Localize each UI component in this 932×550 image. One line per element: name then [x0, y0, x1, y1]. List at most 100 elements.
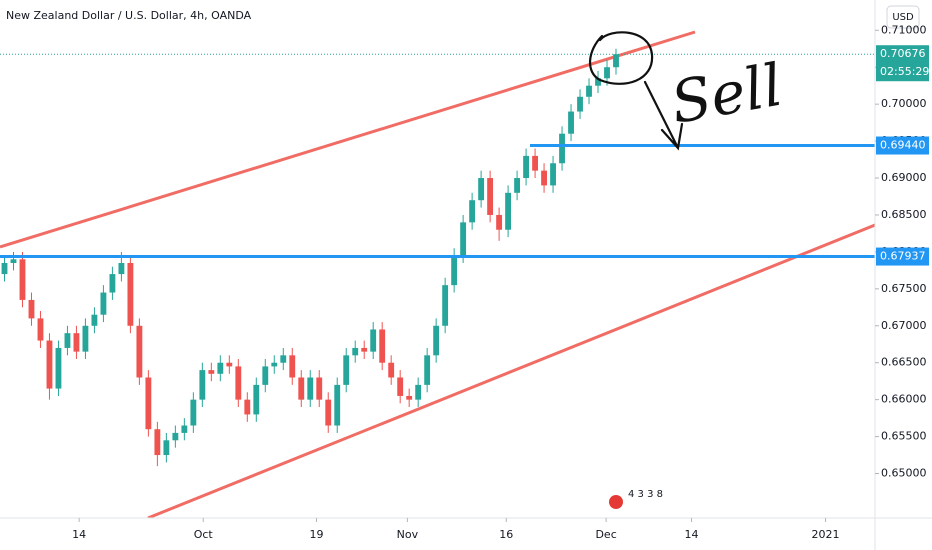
y-tick-label: 0.65500 [881, 430, 927, 443]
candle-body [217, 362, 224, 374]
candle-body [154, 429, 161, 456]
x-tick-label: 14 [685, 528, 699, 541]
candle-body [334, 384, 341, 426]
y-tick-label: 0.69000 [881, 171, 927, 184]
candle-body [118, 262, 125, 275]
x-tick-label: 2021 [812, 528, 840, 541]
candle-body [46, 340, 53, 389]
candle-body [271, 362, 278, 367]
candle-body [442, 285, 449, 326]
candle-body [307, 377, 314, 400]
candle-body [235, 366, 242, 400]
candle-body [388, 362, 395, 378]
candle-body [415, 384, 422, 400]
y-tick-label: 0.66500 [881, 356, 927, 369]
price-box-label: 0.67937 [880, 250, 926, 263]
candle-body [1, 262, 8, 275]
price-box-label: 0.69440 [880, 139, 926, 152]
candle-body [523, 155, 530, 179]
countdown-label: 02:55:29 [880, 65, 929, 78]
candle-body [253, 384, 260, 415]
y-tick-label: 0.65000 [881, 467, 927, 480]
y-tick-label: 0.68500 [881, 208, 927, 221]
candle-body [532, 155, 538, 171]
candle-body [379, 329, 386, 363]
candle-body [316, 377, 323, 400]
candle-body [460, 222, 467, 256]
candle-body [613, 54, 619, 68]
drawing [589, 31, 684, 151]
last-price-box [876, 45, 929, 82]
candle-body [298, 377, 305, 400]
candle-body [262, 366, 269, 385]
circle-drawing [589, 31, 654, 85]
candle-body [181, 425, 188, 433]
price-box [876, 247, 929, 266]
x-tick-label: 16 [499, 528, 513, 541]
candle-body [514, 178, 521, 193]
candle-body [451, 255, 458, 286]
candle-body [370, 329, 377, 352]
y-tick-label: 0.66000 [881, 393, 927, 406]
candle-body [325, 399, 332, 426]
arrow-drawing [643, 80, 684, 151]
candle-body [91, 314, 98, 326]
y-tick-label: 0.67000 [881, 319, 927, 332]
candle-body [163, 440, 170, 456]
candle-body [361, 347, 368, 352]
candle-body [406, 395, 413, 400]
candle-body [478, 178, 485, 201]
x-tick-label: Dec [595, 528, 616, 541]
candle-body [505, 192, 512, 230]
candle-body [496, 214, 503, 230]
candle-body [208, 370, 215, 374]
candle-body [559, 133, 565, 164]
candle-body [352, 347, 359, 356]
candle-body [595, 78, 601, 86]
candle-body [541, 170, 547, 186]
channel-upper [0, 30, 696, 249]
candle-body [55, 347, 62, 389]
candle-body [433, 325, 440, 356]
candle-body [28, 299, 35, 319]
candle-body [469, 200, 476, 223]
plot-area [0, 30, 875, 518]
candle-body [244, 399, 251, 415]
candle-body [190, 399, 197, 426]
candle-body [19, 259, 26, 300]
candle-body [226, 362, 233, 367]
candle-body [109, 274, 116, 293]
candle-body [487, 178, 494, 215]
currency-button[interactable] [886, 5, 920, 29]
candle-body [343, 355, 350, 385]
chart-title: New Zealand Dollar / U.S. Dollar, 4h, OA… [6, 9, 252, 22]
x-tick-label: 19 [310, 528, 324, 541]
price-box [876, 136, 929, 155]
candle-body [199, 370, 206, 400]
candle-body [577, 96, 583, 112]
candle-body [604, 67, 610, 79]
y-tick-label: 0.71000 [881, 23, 927, 36]
candle-body [64, 333, 71, 348]
candle-body [82, 325, 89, 352]
candle-body [289, 355, 296, 378]
candle-body [37, 318, 44, 341]
channel-lower [147, 223, 875, 518]
candle-body [73, 333, 80, 352]
candle-body [424, 355, 431, 385]
y-tick-label: 0.67500 [881, 282, 927, 295]
x-tick-label: Nov [397, 528, 419, 541]
badge-icon [609, 495, 623, 509]
y-tick-label: 0.70000 [881, 97, 927, 110]
candle-body [568, 111, 574, 134]
last-price-label: 0.70676 [880, 47, 926, 60]
x-tick-label: 14 [72, 528, 86, 541]
x-tick-label: Oct [194, 528, 214, 541]
candle-body [397, 377, 404, 396]
candle-body [100, 292, 107, 315]
currency-label: USD [892, 12, 914, 23]
candle-body [10, 259, 17, 263]
badge: 4 3 3 8 [628, 489, 663, 500]
